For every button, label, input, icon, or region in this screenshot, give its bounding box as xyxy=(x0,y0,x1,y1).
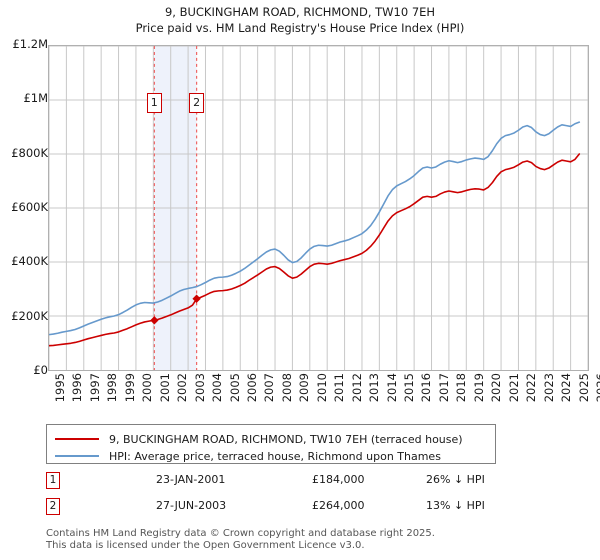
x-tick-label: 2010 xyxy=(314,373,329,403)
x-tick-label: 2020 xyxy=(489,373,504,403)
x-tick-label: 1998 xyxy=(105,373,120,403)
footer-line-2: This data is licensed under the Open Gov… xyxy=(46,540,365,551)
y-tick-label: £200K xyxy=(11,308,48,323)
x-tick-label: 2013 xyxy=(367,373,382,403)
transaction-price: £264,000 xyxy=(312,499,365,512)
x-tick-label: 2012 xyxy=(349,373,364,403)
legend-color-swatch xyxy=(55,455,99,457)
x-tick-label: 2000 xyxy=(140,373,155,403)
transaction-row[interactable]: 1 23-JAN-2001 £184,000 26% ↓ HPI xyxy=(46,472,506,494)
x-tick-label: 2011 xyxy=(332,373,347,403)
x-tick-label: 1995 xyxy=(53,373,67,403)
legend-color-swatch xyxy=(55,438,99,440)
hpi-line xyxy=(49,121,581,336)
x-tick-label: 2017 xyxy=(436,373,451,403)
x-axis-labels: 1995 1996 1997 1998 1999 2000 2001 2002 2003 2004… xyxy=(0,371,600,417)
y-tick-label: £600K xyxy=(11,200,48,214)
transaction-hpi-delta: 13% ↓ HPI xyxy=(426,499,485,512)
legend-item[interactable]: HPI: Average price, terraced house, Rich… xyxy=(55,447,441,465)
legend-label: HPI: Average price, terraced house, Rich… xyxy=(109,449,441,463)
x-tick-label: 2021 xyxy=(506,373,521,403)
x-tick-label: 2002 xyxy=(175,373,190,403)
y-tick-label: £0 xyxy=(33,363,48,377)
event-flag-2[interactable]: 2 xyxy=(189,93,205,113)
x-tick-label: 2024 xyxy=(559,373,574,403)
page-subtitle: Price paid vs. HM Land Registry's House … xyxy=(135,21,465,35)
footer-attribution: Contains HM Land Registry data © Crown c… xyxy=(46,528,586,552)
x-tick-label: 2022 xyxy=(524,373,539,403)
x-tick-label: 2006 xyxy=(244,373,259,403)
transaction-hpi-delta: 26% ↓ HPI xyxy=(426,473,485,486)
transaction-row[interactable]: 2 27-JUN-2003 £264,000 13% ↓ HPI xyxy=(46,498,506,520)
chart-legend: 9, BUCKINGHAM ROAD, RICHMOND, TW10 7EH (… xyxy=(46,424,496,464)
x-tick-label: 2008 xyxy=(279,373,294,403)
transaction-marker-badge: 1 xyxy=(46,472,60,489)
legend-item[interactable]: 9, BUCKINGHAM ROAD, RICHMOND, TW10 7EH (… xyxy=(55,430,463,448)
transaction-marker-badge: 2 xyxy=(46,498,60,515)
plot-area xyxy=(48,45,589,371)
x-tick-label: 1997 xyxy=(87,373,102,403)
x-tick-label: 2009 xyxy=(297,373,312,403)
x-tick-label: 2004 xyxy=(210,373,225,403)
x-tick-label: 2007 xyxy=(262,373,277,403)
property-price-line xyxy=(49,153,581,347)
transaction-date: 27-JUN-2003 xyxy=(156,499,227,512)
x-tick-label: 1999 xyxy=(122,373,137,403)
y-tick-label: £800K xyxy=(11,145,48,160)
x-tick-label: 2001 xyxy=(157,373,172,403)
transaction-date: 23-JAN-2001 xyxy=(156,473,226,486)
x-tick-label: 1996 xyxy=(70,373,85,403)
chart-title-block: 9, BUCKINGHAM ROAD, RICHMOND, TW10 7EH P… xyxy=(0,4,600,36)
x-tick-label: 2025 xyxy=(576,373,591,403)
event-flag-1[interactable]: 1 xyxy=(146,93,162,113)
footer-line-1: Contains HM Land Registry data © Crown c… xyxy=(46,528,435,539)
y-tick-label: £1.2M xyxy=(12,37,48,51)
sale-point-marker xyxy=(150,316,159,325)
sale-point-marker xyxy=(192,294,201,303)
x-tick-label: 2018 xyxy=(454,373,469,403)
x-tick-label: 2019 xyxy=(471,373,486,403)
x-tick-label: 2014 xyxy=(384,373,399,403)
x-tick-label: 2016 xyxy=(419,373,434,403)
x-tick-label: 2005 xyxy=(227,373,242,403)
y-tick-label: £400K xyxy=(11,254,48,269)
x-tick-label: 2026 xyxy=(594,373,600,403)
transaction-price: £184,000 xyxy=(312,473,365,486)
x-tick-label: 2003 xyxy=(192,373,207,403)
y-axis-labels: £0 £200K £400K £600K £800K £1M £1.2M xyxy=(0,0,48,560)
page-title: 9, BUCKINGHAM ROAD, RICHMOND, TW10 7EH xyxy=(164,5,436,19)
x-tick-label: 2023 xyxy=(541,373,556,403)
y-tick-label: £1M xyxy=(23,91,48,106)
legend-label: 9, BUCKINGHAM ROAD, RICHMOND, TW10 7EH (… xyxy=(109,432,463,446)
x-tick-label: 2015 xyxy=(402,373,417,403)
plot-svg xyxy=(49,46,588,370)
